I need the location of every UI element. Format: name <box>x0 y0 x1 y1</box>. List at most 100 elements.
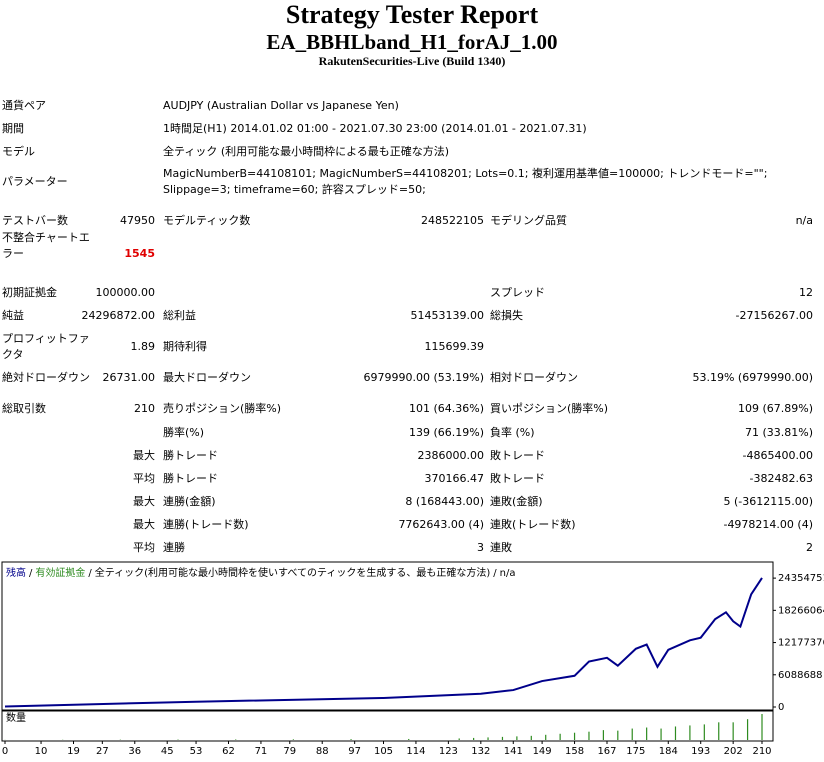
stat-value: n/a <box>795 214 813 227</box>
x-tick-label: 53 <box>190 746 203 757</box>
stat-label: 不整合チャートエラー <box>2 231 90 260</box>
legend-entry: 残高 <box>6 566 26 579</box>
stat-label: 勝トレード <box>163 472 218 485</box>
stat-value: 2386000.00 <box>417 449 484 462</box>
stat-label: 敗トレード <box>490 472 545 485</box>
stat-value: 7762643.00 (4) <box>398 518 484 531</box>
legend-entry: n/a <box>500 568 516 579</box>
stat-label: テストバー数 <box>2 214 68 227</box>
x-tick-label: 62 <box>222 746 235 757</box>
volume-label: 数量 <box>6 711 26 724</box>
x-tick-label: 10 <box>35 746 48 757</box>
balance-chart: 残高 / 有効証拠金 / 全ティック(利用可能な最小時間枠を使いすべてのティックを生成す… <box>1 561 824 757</box>
plot-frame <box>1 561 774 711</box>
stat-label: 売りポジション(勝率%) <box>163 402 282 415</box>
stat-prefix: 最大 <box>133 449 155 462</box>
volume-bar <box>458 738 460 740</box>
volume-bar <box>473 737 475 740</box>
x-tick-label: 71 <box>255 746 268 757</box>
stat-label: 初期証拠金 <box>2 286 57 299</box>
report-title: Strategy Tester Report <box>285 0 539 29</box>
legend-separator: / <box>29 568 33 579</box>
stat-value: 248522105 <box>421 214 484 227</box>
stat-value: 6979990.00 (53.19%) <box>363 371 484 384</box>
volume-bar <box>588 731 590 740</box>
x-tick-label: 132 <box>471 746 490 757</box>
x-tick-label: 97 <box>348 746 361 757</box>
report-subtitle: EA_BBHLband_H1_forAJ_1.00 <box>266 30 558 54</box>
stat-value: -382482.63 <box>749 472 813 485</box>
stat-label: 連敗 <box>490 541 512 554</box>
y-tick-label: 0 <box>778 702 784 713</box>
stat-label: 最大ドローダウン <box>163 371 251 384</box>
stat-value: 139 (66.19%) <box>408 426 484 439</box>
stat-value: 53.19% (6979990.00) <box>692 371 813 384</box>
stat-label: 連勝 <box>163 541 185 554</box>
stat-label: 連勝(トレード数) <box>163 518 249 531</box>
stat-prefix: 平均 <box>133 541 155 554</box>
volume-bar <box>631 728 633 740</box>
volume-frame <box>1 710 774 742</box>
legend-separator: / <box>493 568 497 579</box>
volume-bar <box>530 735 532 740</box>
volume-bar <box>703 724 705 740</box>
stat-value: -27156267.00 <box>735 309 813 322</box>
stat-value: 24296872.00 <box>81 309 155 322</box>
x-tick-label: 36 <box>128 746 141 757</box>
stat-value: 12 <box>799 286 813 299</box>
stat-label: 総利益 <box>163 309 196 322</box>
balance-line <box>4 577 763 708</box>
stat-label: 連勝(金額) <box>163 495 216 508</box>
stat-value: 26731.00 <box>102 371 156 384</box>
stat-prefix: 最大 <box>133 518 155 531</box>
volume-bar <box>674 726 677 740</box>
stat-label: 相対ドローダウン <box>490 371 578 384</box>
stat-label: 勝トレード <box>163 449 218 462</box>
x-tick-label: 158 <box>565 746 584 757</box>
x-tick-label: 202 <box>724 746 743 757</box>
volume-bar <box>487 737 489 740</box>
y-tick-label: 18266064 <box>778 605 824 616</box>
stat-label: 敗トレード <box>490 449 545 462</box>
stat-label: 期待利得 <box>163 340 207 353</box>
stat-label: 買いポジション(勝率%) <box>490 402 609 415</box>
info-label: 期間 <box>2 122 24 135</box>
volume-bar <box>545 734 547 740</box>
stat-value: 8 (168443.00) <box>405 495 484 508</box>
x-tick-label: 149 <box>533 746 552 757</box>
volume-bar <box>292 739 294 740</box>
stat-label: 絶対ドローダウン <box>2 371 90 384</box>
stat-value: 115699.39 <box>424 340 485 353</box>
volume-bar <box>573 732 576 740</box>
x-tick-label: 105 <box>374 746 393 757</box>
stat-value: 1545 <box>124 247 155 260</box>
stat-label: プロフィットファクタ <box>2 332 90 361</box>
legend-entry: 有効証拠金 <box>35 566 85 579</box>
stat-value: 210 <box>134 402 155 415</box>
stat-value: 370166.47 <box>424 472 485 485</box>
volume-bar <box>660 728 662 740</box>
volume-bar <box>646 727 648 740</box>
x-tick-label: 184 <box>659 746 678 757</box>
stat-label: モデリング品質 <box>490 214 567 227</box>
volume-bar <box>761 714 763 740</box>
volume-bar <box>689 725 691 740</box>
build-info: RakutenSecurities-Live (Build 1340) <box>318 54 506 68</box>
volume-bar <box>516 736 518 740</box>
volume-bar <box>501 736 504 740</box>
stat-label: 総損失 <box>490 309 523 322</box>
info-value: AUDJPY (Australian Dollar vs Japanese Ye… <box>163 99 399 112</box>
legend-separator: / <box>88 568 92 579</box>
legend-entry: 全ティック(利用可能な最小時間枠を使いすべてのティックを生成する、最も正確な方法… <box>95 566 491 579</box>
stat-value: 5 (-3612115.00) <box>723 495 813 508</box>
stat-value: 1.89 <box>130 340 156 353</box>
stat-value: 100000.00 <box>95 286 156 299</box>
x-tick-label: 141 <box>504 746 523 757</box>
stat-label: 総取引数 <box>2 402 46 415</box>
stat-label: 純益 <box>2 309 24 322</box>
x-tick-label: 114 <box>406 746 425 757</box>
stat-label: 負率 (%) <box>490 426 535 439</box>
y-tick-label: 12177376 <box>778 638 824 649</box>
volume-bar <box>746 719 749 740</box>
